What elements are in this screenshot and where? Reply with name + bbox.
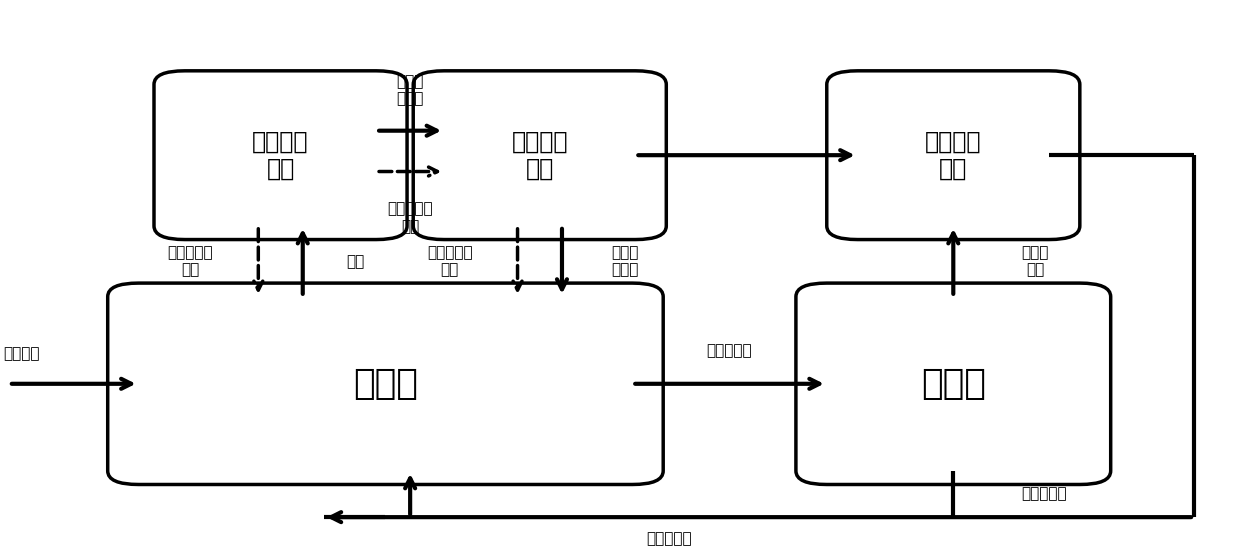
Text: 电解槽: 电解槽 [921, 367, 986, 401]
Text: 制膜阳极板: 制膜阳极板 [707, 344, 753, 359]
Text: 制膜最优
调控: 制膜最优 调控 [512, 129, 568, 181]
Text: 阳极板
出槽: 阳极板 出槽 [1022, 245, 1049, 278]
Text: 新阳极板: 新阳极板 [2, 347, 40, 361]
FancyBboxPatch shape [154, 71, 407, 240]
Text: 正常阳极板: 正常阳极板 [1022, 487, 1066, 501]
Text: 取样: 取样 [346, 254, 365, 269]
FancyBboxPatch shape [796, 283, 1111, 484]
Text: 反馈离
子浓度: 反馈离 子浓度 [397, 74, 424, 106]
FancyBboxPatch shape [827, 71, 1080, 240]
FancyBboxPatch shape [108, 283, 663, 484]
Text: 除泥智能
识别: 除泥智能 识别 [925, 129, 982, 181]
Text: 调节离
子浓度: 调节离 子浓度 [611, 245, 639, 278]
Text: 实时在线
监测: 实时在线 监测 [252, 129, 309, 181]
Text: 监测温度、
体积: 监测温度、 体积 [167, 245, 213, 278]
Text: 制膜槽: 制膜槽 [353, 367, 418, 401]
Text: 反馈温度、
体积: 反馈温度、 体积 [387, 202, 433, 234]
FancyBboxPatch shape [413, 71, 666, 240]
Text: 调节温度、
体积: 调节温度、 体积 [427, 245, 472, 278]
Text: 破膜阳极板: 破膜阳极板 [646, 531, 692, 547]
